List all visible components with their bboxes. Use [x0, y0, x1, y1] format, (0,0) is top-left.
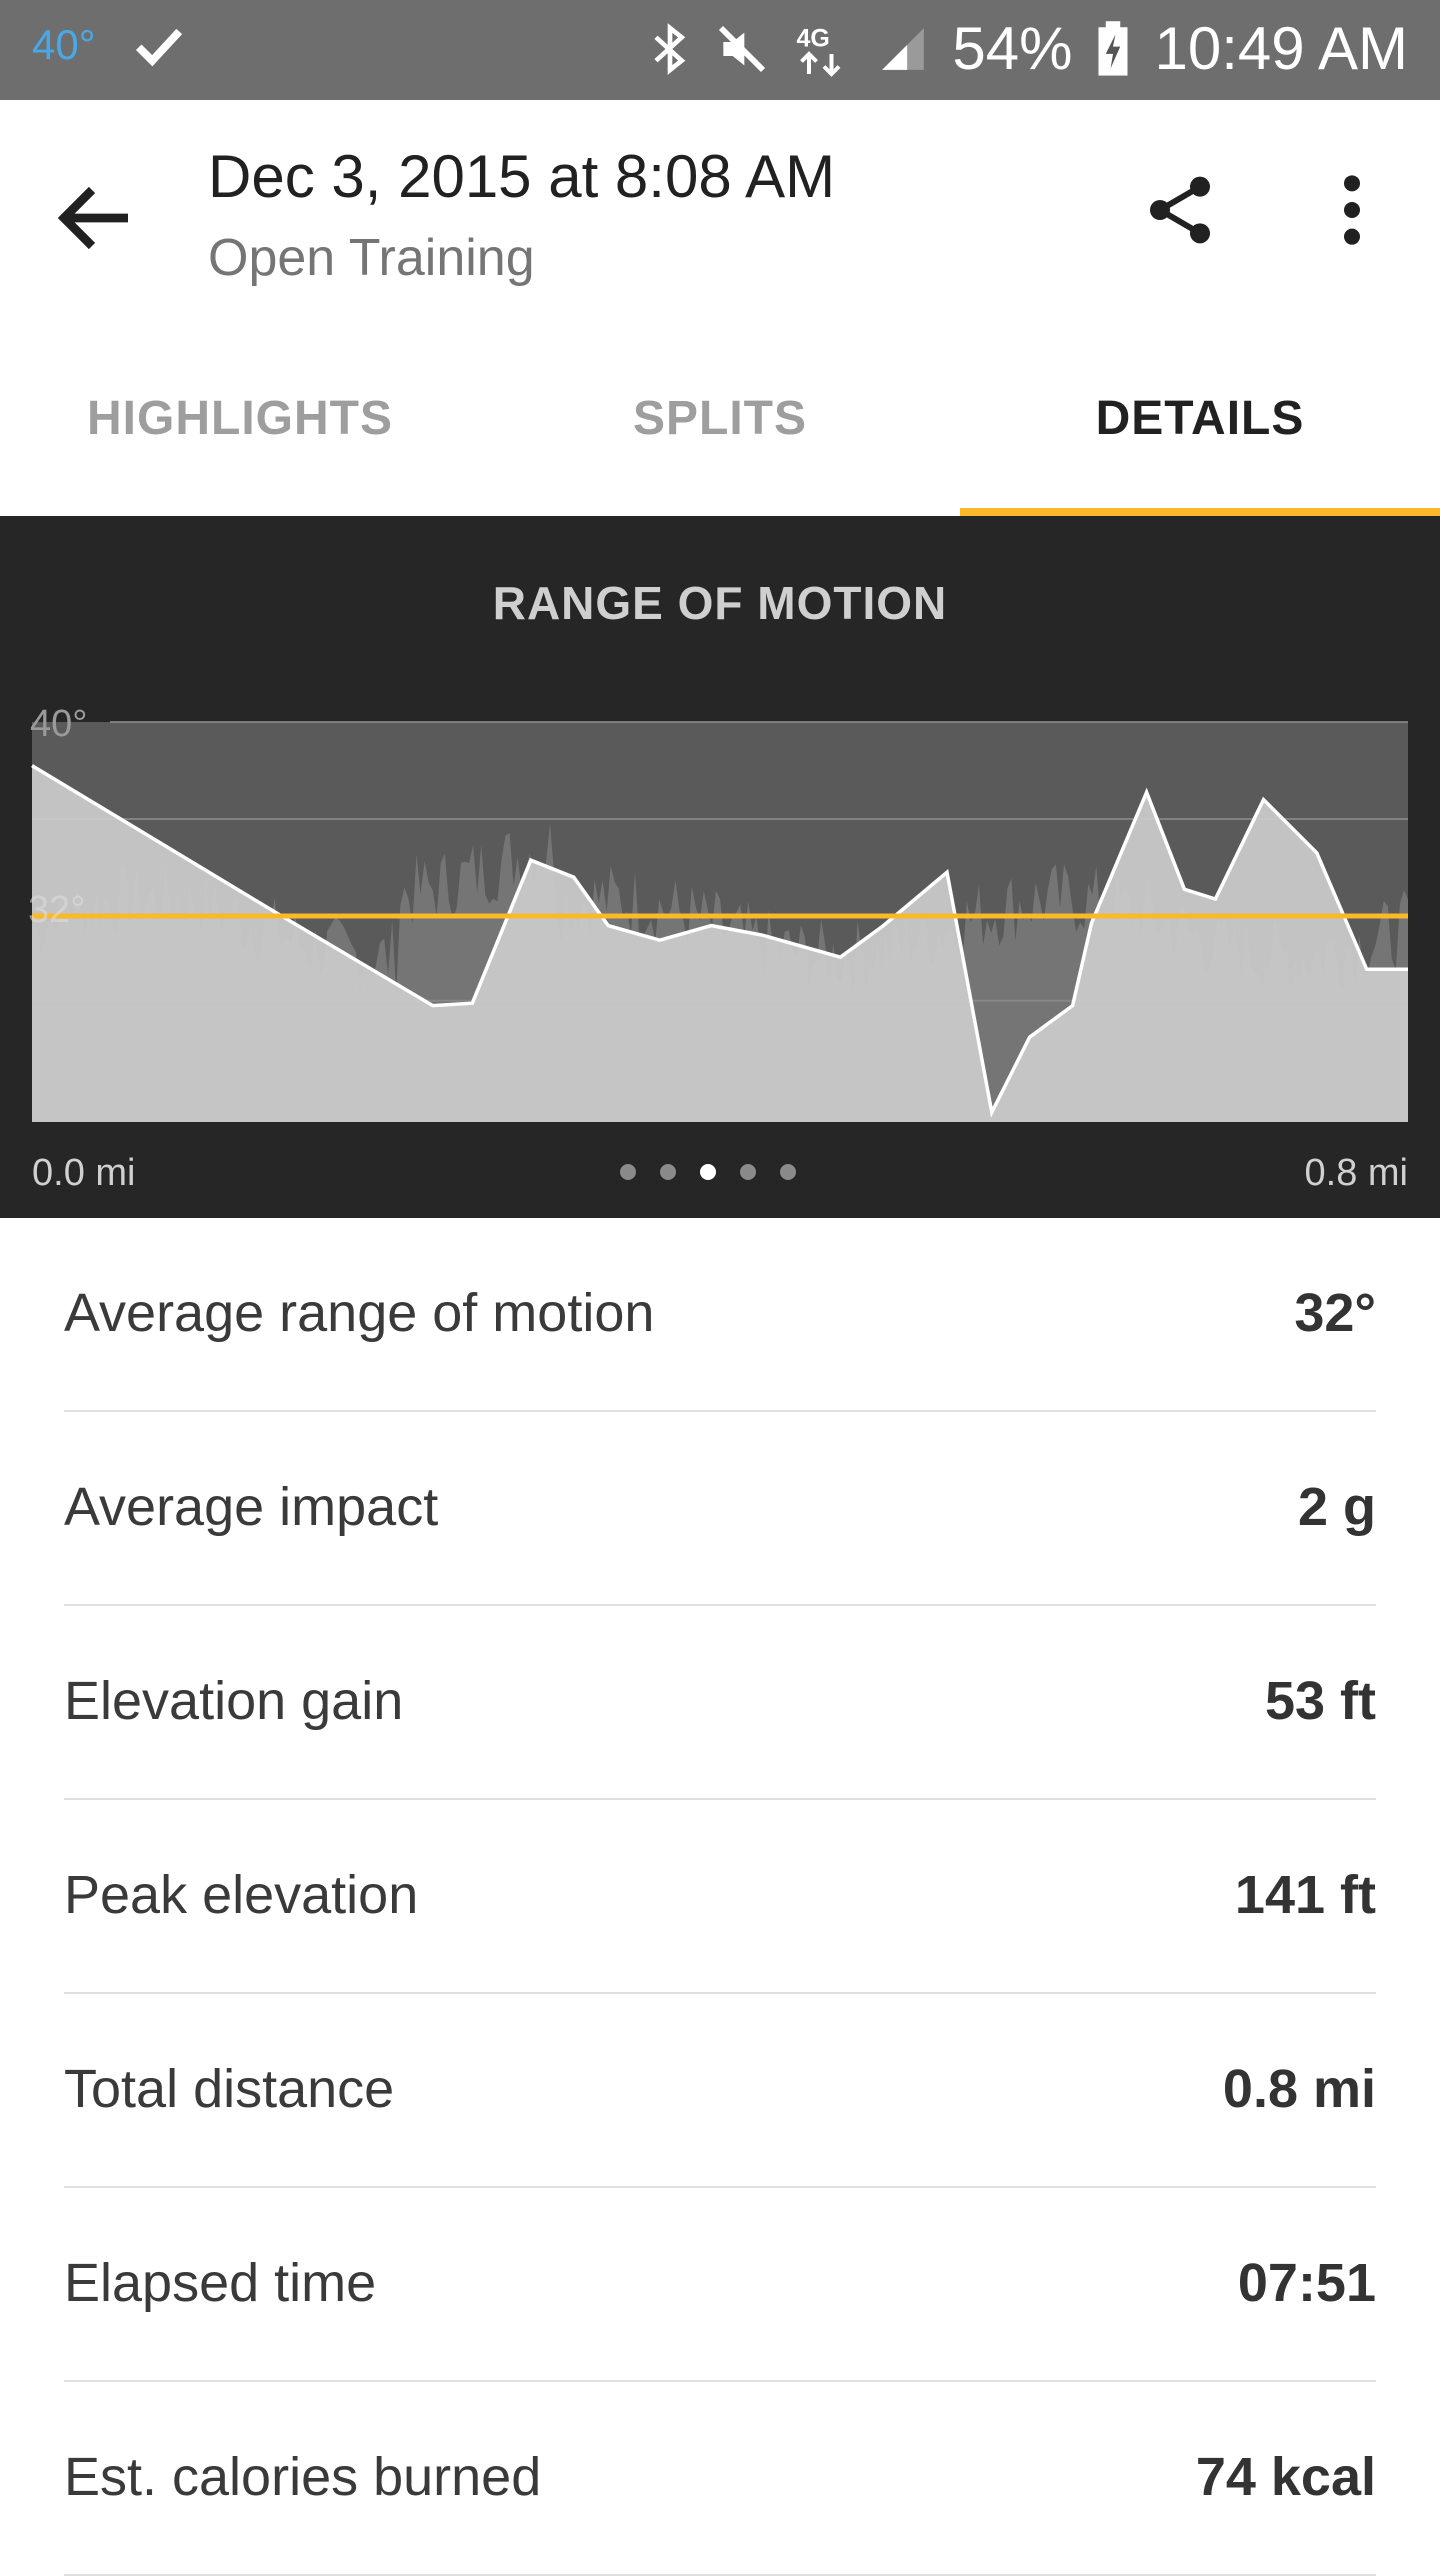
- detail-value: 07:51: [1237, 2253, 1376, 2313]
- more-vert-icon[interactable]: [1320, 170, 1384, 250]
- tab-bar: HIGHLIGHTS SPLITS DETAILS: [0, 320, 1440, 516]
- battery-charging-icon: [1098, 20, 1128, 76]
- page-title: Dec 3, 2015 at 8:08 AM: [208, 143, 836, 210]
- clock: 10:49 AM: [1154, 15, 1408, 82]
- detail-label: Elevation gain: [64, 1671, 404, 1731]
- page-indicator: [620, 1164, 796, 1180]
- detail-value: 2 g: [1297, 1477, 1376, 1537]
- detail-value: 141 ft: [1234, 1865, 1376, 1925]
- detail-row-elevation-gain: Elevation gain 53 ft: [64, 1606, 1376, 1800]
- check-icon: [135, 28, 182, 67]
- battery-percent: 54%: [952, 15, 1073, 82]
- activity-type: Open Training: [208, 229, 535, 287]
- detail-label: Average impact: [64, 1477, 439, 1537]
- detail-row-peak-elevation: Peak elevation 141 ft: [64, 1800, 1376, 1994]
- page-dot: [660, 1164, 676, 1180]
- status-bar: 40° 4G 54% 10:49 AM: [0, 0, 1440, 100]
- motion-area: [32, 765, 1408, 1122]
- y-tick-label-40: 40°: [30, 703, 87, 745]
- range-of-motion-chart: 40° 32°: [28, 703, 1408, 1122]
- page-dot-active: [700, 1164, 716, 1180]
- detail-label: Peak elevation: [64, 1865, 419, 1925]
- tab-splits[interactable]: SPLITS: [480, 320, 960, 516]
- mute-icon: [719, 25, 766, 72]
- detail-label: Average range of motion: [64, 1283, 655, 1343]
- signal-icon: [882, 27, 925, 70]
- range-of-motion-chart-panel[interactable]: 40° 32° RANGE OF MOTION 0.0 mi 0.8 mi: [0, 516, 1440, 1218]
- detail-value: 74 kcal: [1195, 2447, 1376, 2507]
- svg-text:4G: 4G: [797, 24, 830, 52]
- detail-label: Elapsed time: [64, 2253, 377, 2313]
- weather-temperature: 40°: [32, 21, 96, 68]
- y-tick-label-32: 32°: [28, 889, 85, 931]
- tab-label: SPLITS: [632, 391, 808, 445]
- detail-value: 0.8 mi: [1222, 2059, 1376, 2119]
- back-arrow-icon[interactable]: [48, 170, 144, 266]
- page-dot: [620, 1164, 636, 1180]
- chart-title: RANGE OF MOTION: [492, 577, 948, 629]
- detail-value: 53 ft: [1264, 1671, 1376, 1731]
- x-axis-start-label: 0.0 mi: [32, 1152, 136, 1194]
- tab-label: DETAILS: [1095, 391, 1305, 445]
- tab-details[interactable]: DETAILS: [960, 320, 1440, 516]
- detail-row-elapsed-time: Elapsed time 07:51: [64, 2188, 1376, 2382]
- tab-highlights[interactable]: HIGHLIGHTS: [0, 320, 480, 516]
- motion-line: [31, 764, 1408, 1118]
- share-icon[interactable]: [1140, 170, 1220, 250]
- x-axis-end-label: 0.8 mi: [1304, 1152, 1408, 1194]
- page-dot: [780, 1164, 796, 1180]
- detail-row-calories-burned: Est. calories burned 74 kcal: [64, 2382, 1376, 2576]
- detail-label: Total distance: [64, 2059, 395, 2119]
- page-dot: [740, 1164, 756, 1180]
- detail-row-average-range-of-motion: Average range of motion 32°: [64, 1218, 1376, 1412]
- detail-row-average-impact: Average impact 2 g: [64, 1412, 1376, 1606]
- detail-value: 32°: [1294, 1283, 1376, 1343]
- detail-row-total-distance: Total distance 0.8 mi: [64, 1994, 1376, 2188]
- tab-label: HIGHLIGHTS: [87, 391, 393, 445]
- details-list: Average range of motion 32° Average impac…: [0, 1218, 1440, 2576]
- tab-indicator: [960, 508, 1440, 516]
- app-bar: Dec 3, 2015 at 8:08 AM Open Training: [0, 100, 1440, 320]
- 4g-lte-icon: 4G: [797, 24, 841, 77]
- detail-label: Est. calories burned: [64, 2447, 542, 2507]
- bluetooth-icon: [654, 22, 686, 75]
